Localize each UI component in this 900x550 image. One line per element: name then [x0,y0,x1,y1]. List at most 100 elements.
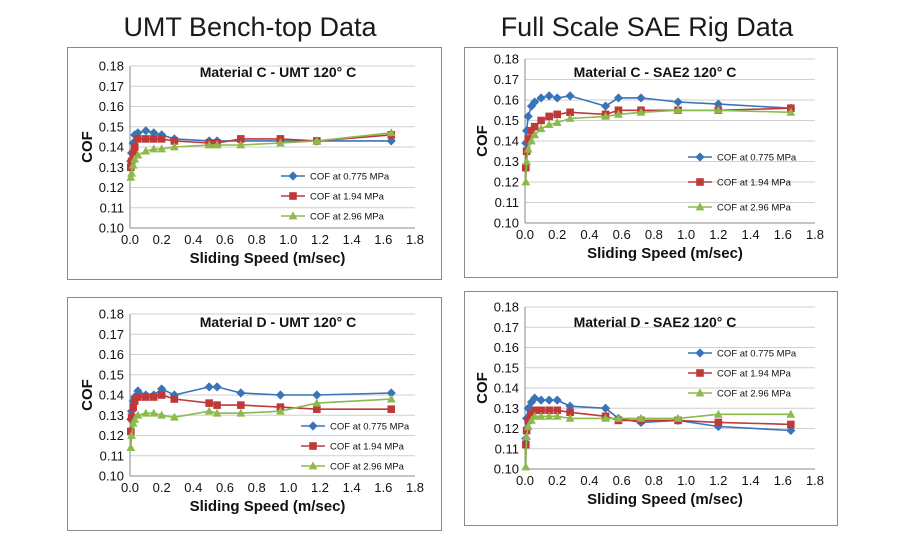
data-point [786,409,796,418]
data-point [142,393,150,401]
legend-label: COF at 0.775 MPa [330,422,410,433]
data-point [386,394,396,403]
chart-panel-material-d-umt: 0.10 0.11 0.12 0.13 0.14 0.15 0.16 0.17 0.18 0.0 0… [67,297,442,531]
legend-marker [288,211,298,220]
data-point [544,91,554,101]
y-tick-label: 0.16 [494,340,519,355]
data-point [552,117,562,126]
legend-label: COF at 2.96 MPa [330,462,405,473]
data-point [157,135,166,143]
data-point [204,382,214,392]
data-point [614,109,623,118]
data-point [141,126,151,136]
data-point [553,406,562,415]
data-point [552,93,562,103]
x-tick-label: 0.8 [645,227,663,242]
legend-label: COF at 1.94 MPa [717,178,792,189]
data-point [212,408,222,417]
data-point [129,149,137,157]
data-point [386,128,396,137]
chart-panel-material-c-sae2: 0.10 0.11 0.12 0.13 0.14 0.15 0.16 0.17 0.18 0.0 0… [464,47,838,278]
chart-panel-material-d-sae2: 0.10 0.11 0.12 0.13 0.14 0.15 0.16 0.17 0.18 0.0 0… [464,291,838,526]
data-point [527,136,536,145]
data-point [170,395,179,403]
y-tick-label: 0.13 [99,160,124,175]
series-line [130,129,392,162]
data-point [614,413,623,422]
data-point [212,140,222,149]
data-point [149,135,158,143]
legend-label: COF at 0.775 MPa [717,349,797,360]
y-tick-label: 0.12 [99,180,124,195]
data-point [169,412,179,421]
x-tick-label: 0.6 [613,473,631,488]
x-axis-title: Sliding Speed (m/sec) [190,250,346,267]
x-tick-label: 1.6 [774,473,792,488]
data-point [130,154,140,163]
data-point [545,112,553,121]
data-point [523,144,533,153]
y-axis-title: COF [79,379,96,411]
y-tick-label: 0.15 [494,113,519,128]
data-point [141,408,151,417]
data-point [236,408,246,417]
data-point [673,105,683,114]
data-point [276,138,285,147]
data-point [673,97,683,107]
legend-marker [695,152,705,162]
y-tick-label: 0.12 [494,175,519,190]
data-point [133,150,143,159]
y-tick-label: 0.17 [99,327,124,342]
legend-marker [696,369,704,377]
data-point [127,430,136,439]
x-tick-label: 1.8 [806,227,824,242]
data-point [636,107,646,116]
data-point [523,421,533,430]
y-tick-label: 0.11 [495,441,519,456]
data-point [134,135,142,143]
x-tick-label: 1.2 [311,480,329,495]
x-tick-label: 1.6 [774,227,792,242]
chart-title: Material C - SAE2 120° C [574,64,737,80]
chart-panel-material-c-umt: 0.10 0.11 0.12 0.13 0.14 0.15 0.16 0.17 0.18 0.0 0… [67,47,442,280]
data-point [237,401,245,409]
data-point [126,427,135,436]
legend-label: COF at 2.96 MPa [717,389,792,400]
y-tick-label: 0.16 [494,93,519,108]
y-tick-label: 0.12 [494,421,519,436]
y-tick-label: 0.10 [99,469,124,484]
series-1 [126,391,396,436]
legend-label: COF at 1.94 MPa [310,192,385,203]
y-tick-label: 0.16 [99,99,124,114]
right-column-title: Full Scale SAE Rig Data [500,12,794,42]
data-point [521,177,531,186]
data-point [786,107,796,116]
x-tick-label: 0.0 [516,227,534,242]
y-tick-label: 0.11 [495,195,519,210]
y-axis-title: COF [79,131,96,163]
chart-title: Material C - UMT 120° C [200,64,357,80]
y-tick-label: 0.18 [99,59,124,74]
legend-marker [308,421,318,431]
data-point [149,144,159,153]
data-point [127,413,136,422]
x-tick-label: 0.4 [184,480,202,495]
y-tick-label: 0.10 [494,462,519,477]
legend-label: COF at 1.94 MPa [330,442,405,453]
chart-material-c-umt: 0.10 0.11 0.12 0.13 0.14 0.15 0.16 0.17 0.18 0.0 0… [79,59,424,268]
x-tick-label: 1.8 [406,232,424,247]
y-tick-label: 0.11 [100,448,124,463]
data-point [600,403,611,413]
data-point [544,411,554,420]
legend-label: COF at 2.96 MPa [310,212,385,223]
legend: COF at 0.775 MPa COF at 1.94 MPa COF at 2.… [281,171,390,223]
y-tick-label: 0.14 [494,381,519,396]
data-point [713,409,723,418]
y-tick-label: 0.14 [494,134,519,149]
data-point [126,443,136,452]
x-tick-label: 0.2 [153,480,171,495]
x-tick-label: 1.4 [343,232,361,247]
x-tick-label: 0.8 [645,473,663,488]
x-tick-label: 1.8 [406,480,424,495]
x-tick-label: 1.2 [311,232,329,247]
